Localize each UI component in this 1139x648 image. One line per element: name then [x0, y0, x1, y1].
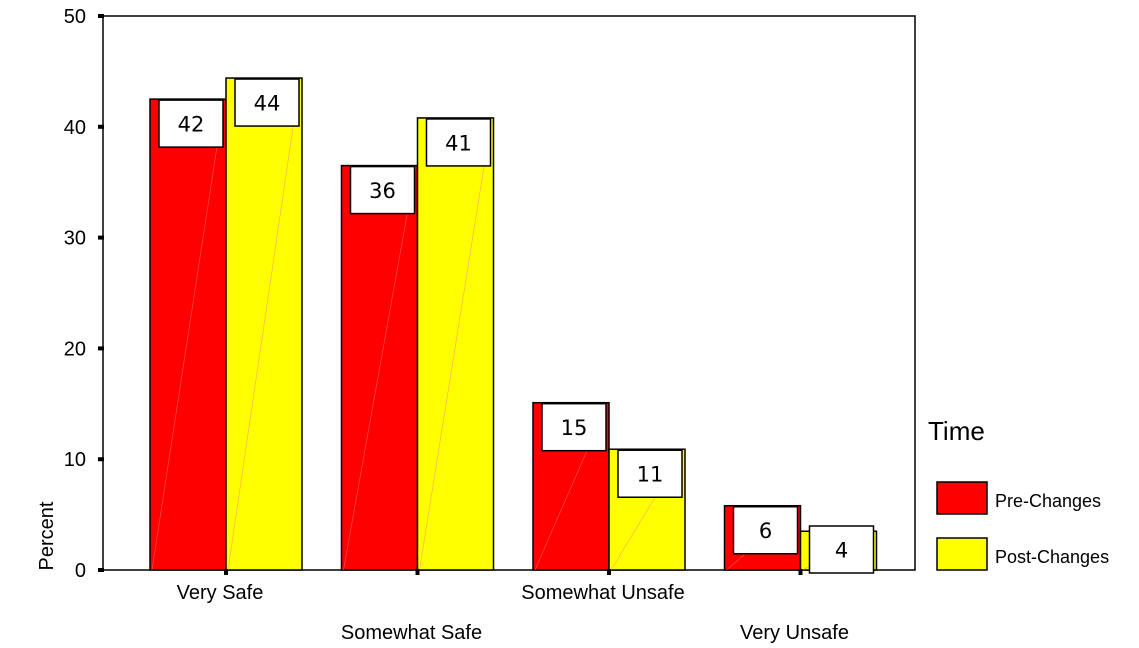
data-label: 6 [759, 519, 772, 543]
x-axis: Very Safe Somewhat Safe Somewhat Unsafe Ver… [177, 569, 849, 644]
data-label: 11 [637, 463, 664, 487]
legend-item-label: Pre-Changes [995, 491, 1101, 511]
data-label: 41 [445, 131, 472, 155]
x-tick-label: Somewhat Unsafe [521, 582, 684, 604]
data-label: 36 [369, 179, 396, 203]
x-tick-label: Very Unsafe [740, 622, 849, 644]
x-tick-label: Somewhat Safe [341, 622, 482, 644]
y-tick-label: 0 [75, 560, 86, 582]
data-label: 4 [835, 539, 848, 563]
y-tick-label: 40 [64, 117, 86, 139]
legend-title: Time [928, 416, 985, 446]
y-tick-label: 10 [64, 449, 86, 471]
y-axis: 0 10 20 30 40 50 [64, 6, 104, 582]
legend-swatch [937, 482, 987, 514]
y-tick-label: 50 [64, 6, 86, 28]
legend-item-label: Post-Changes [995, 547, 1109, 567]
y-tick-label: 20 [64, 338, 86, 360]
legend-swatch [937, 538, 987, 570]
y-tick-label: 30 [64, 228, 86, 250]
x-tick-label: Very Safe [177, 582, 264, 604]
data-label: 44 [254, 92, 281, 116]
y-axis-title: Percent [36, 501, 58, 570]
data-label: 15 [561, 416, 588, 440]
data-label: 42 [178, 113, 205, 137]
legend: Time Pre-Changes Post-Changes [928, 416, 1109, 570]
